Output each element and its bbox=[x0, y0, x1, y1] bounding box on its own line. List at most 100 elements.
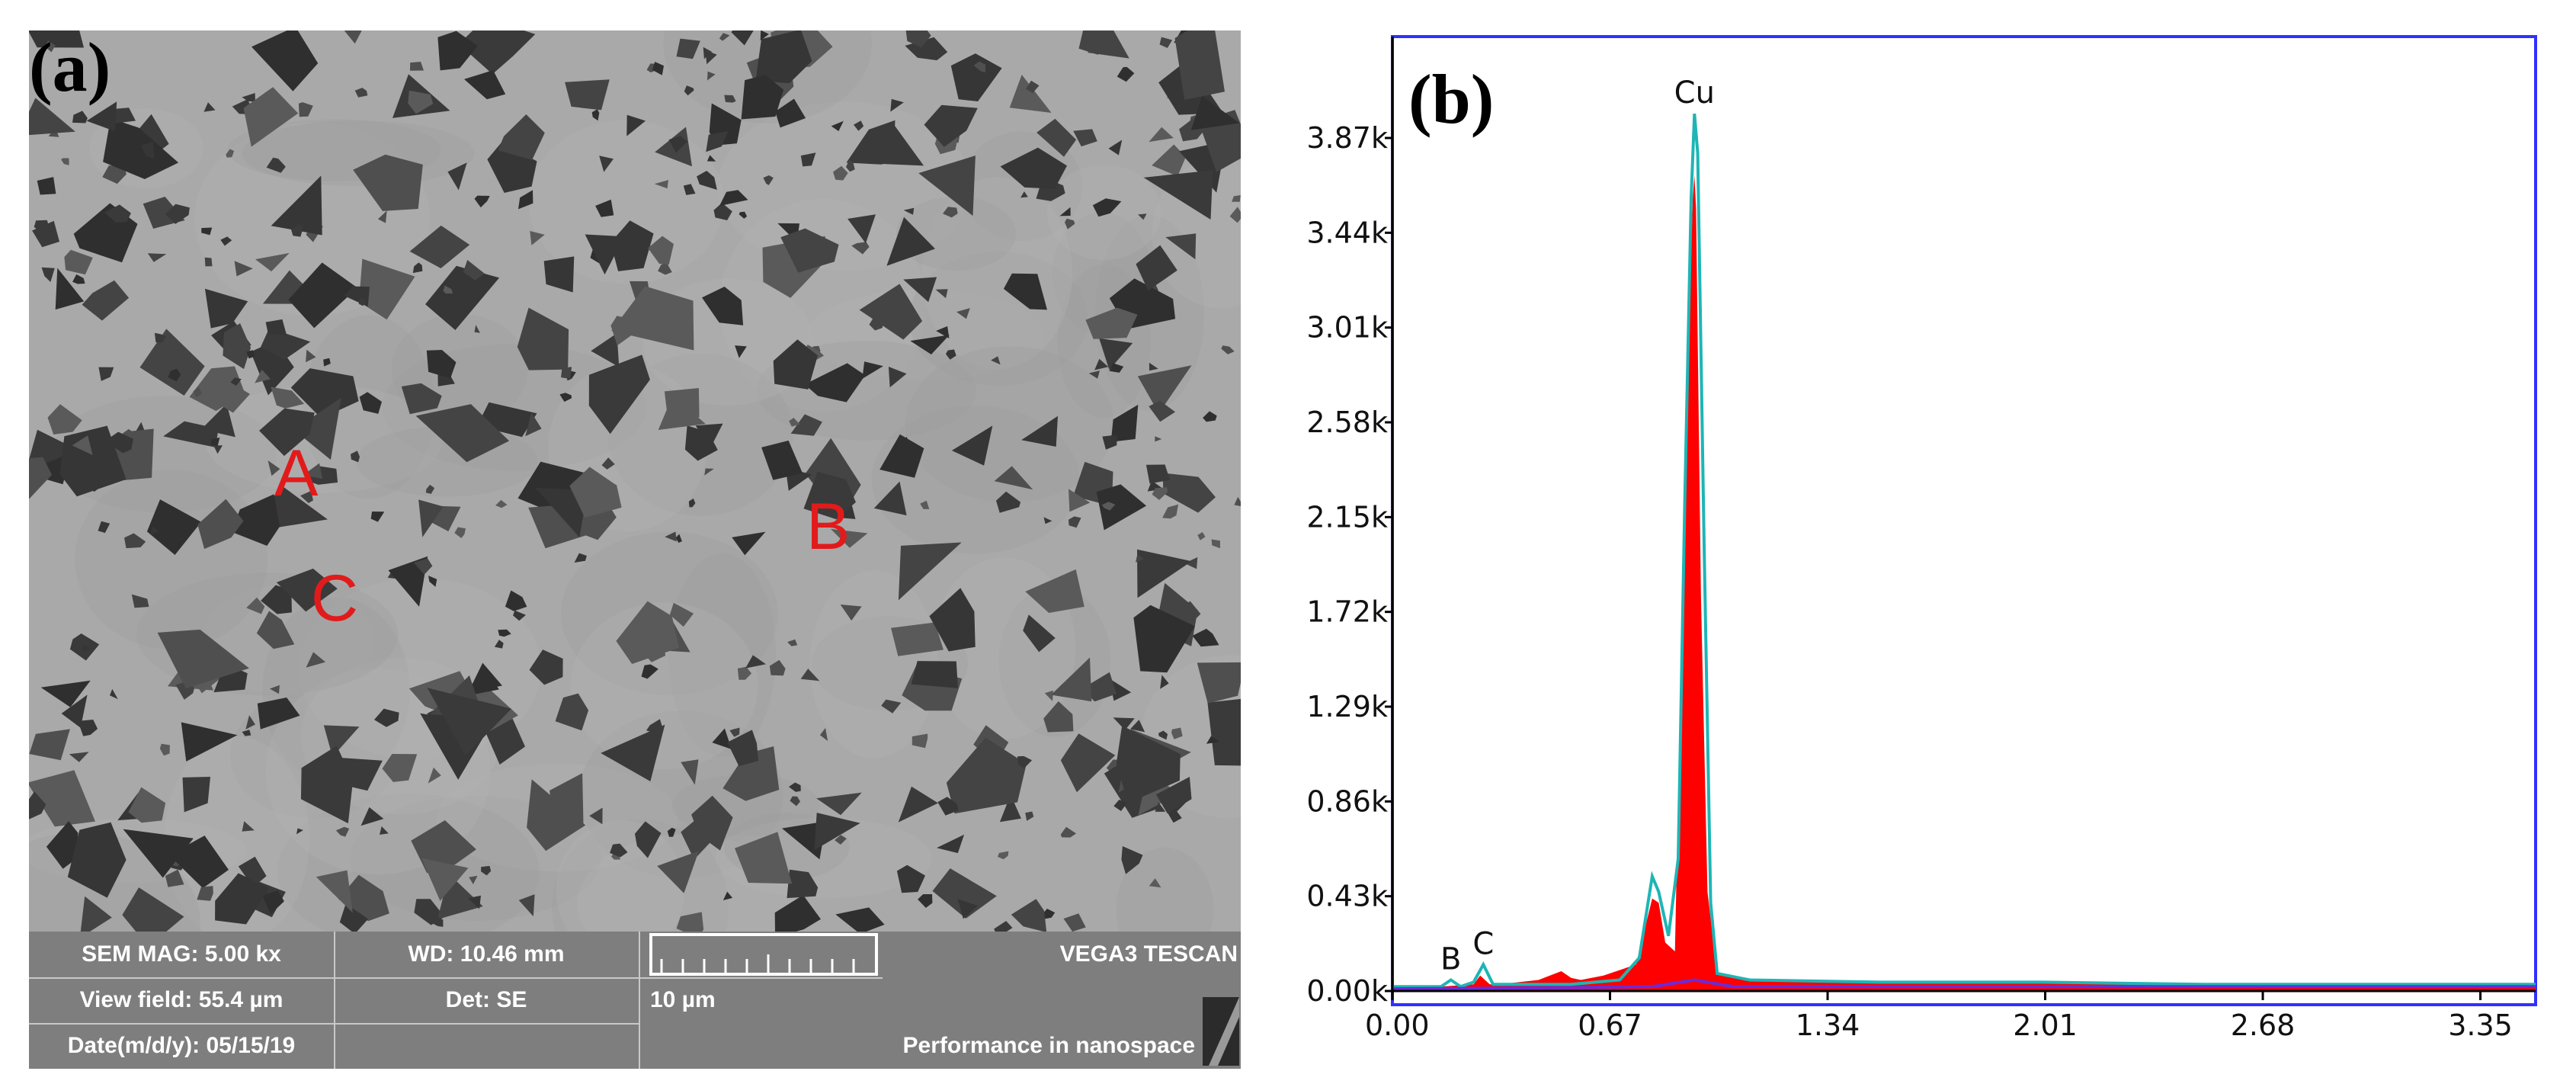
sem-particle bbox=[1206, 736, 1220, 744]
sem-particle bbox=[124, 533, 146, 549]
sem-particle bbox=[40, 680, 91, 707]
sem-particle bbox=[72, 274, 85, 284]
sem-particle bbox=[78, 720, 98, 736]
sem-particle bbox=[994, 921, 1013, 932]
sem-particle bbox=[268, 460, 280, 476]
sem-particle bbox=[82, 280, 130, 321]
sem-particle bbox=[1025, 569, 1085, 613]
sem-particle bbox=[338, 874, 389, 922]
sem-particle bbox=[296, 828, 303, 835]
sem-particle bbox=[323, 358, 331, 367]
sem-particle bbox=[410, 62, 424, 71]
sem-particle bbox=[380, 826, 389, 835]
sem-particle bbox=[1155, 802, 1166, 812]
sem-particle bbox=[466, 664, 499, 696]
sem-particle bbox=[1036, 118, 1077, 157]
sem-particle bbox=[1011, 899, 1047, 932]
sem-particle bbox=[789, 418, 800, 427]
sem-particle bbox=[181, 722, 238, 762]
sem-particle bbox=[1149, 400, 1175, 422]
sem-particle bbox=[447, 162, 467, 191]
sem-particle bbox=[518, 190, 533, 210]
sem-particle bbox=[306, 652, 326, 668]
sem-particle bbox=[912, 733, 928, 749]
sem-particle bbox=[648, 236, 674, 265]
sem-particle bbox=[745, 655, 766, 669]
sem-particle bbox=[574, 553, 587, 563]
sem-particle bbox=[898, 786, 938, 823]
sem-particle bbox=[937, 834, 965, 854]
panel-a-label: (a) bbox=[29, 28, 111, 106]
sem-particle bbox=[800, 669, 820, 682]
sem-particle bbox=[1025, 811, 1034, 821]
sem-particle bbox=[210, 437, 220, 446]
detector-text: Det: SE bbox=[445, 987, 527, 1012]
sem-particle bbox=[261, 328, 311, 360]
sem-particle bbox=[641, 664, 658, 679]
sem-particle bbox=[358, 297, 366, 306]
sem-particle bbox=[1068, 516, 1081, 528]
sem-particle bbox=[658, 261, 672, 275]
y-tick-label: 1.29k bbox=[1306, 690, 1388, 723]
sem-particle bbox=[658, 394, 706, 430]
sem-particle bbox=[951, 425, 993, 466]
sem-particle bbox=[262, 890, 284, 915]
sem-particle bbox=[1108, 140, 1123, 156]
sem-particle bbox=[819, 728, 828, 741]
sem-particle bbox=[1197, 662, 1241, 704]
sem-particle bbox=[1065, 218, 1075, 229]
sem-particle bbox=[1152, 487, 1168, 500]
sem-particle bbox=[1109, 678, 1132, 701]
sem-particle bbox=[168, 368, 181, 382]
sem-particle bbox=[252, 30, 319, 91]
sem-particle bbox=[29, 30, 84, 48]
sem-particle bbox=[306, 349, 316, 363]
plot-frame bbox=[1391, 35, 2537, 1006]
sem-particle bbox=[208, 380, 250, 413]
sem-particle bbox=[259, 408, 315, 457]
sem-particle bbox=[1149, 878, 1161, 888]
sem-particle bbox=[675, 534, 682, 544]
sem-particle bbox=[32, 220, 59, 248]
sem-particle bbox=[1020, 191, 1028, 198]
sem-particle bbox=[242, 730, 252, 736]
sem-particle bbox=[1234, 496, 1241, 507]
sem-particle bbox=[1136, 554, 1145, 563]
sem-particle bbox=[814, 813, 860, 851]
sem-particle bbox=[425, 484, 435, 494]
sem-particle bbox=[303, 463, 323, 479]
sem-particle bbox=[652, 62, 664, 75]
site-marker-b: B bbox=[806, 490, 851, 563]
sem-particle bbox=[246, 597, 265, 614]
sem-particle bbox=[425, 265, 500, 330]
sem-particle bbox=[245, 715, 255, 730]
sem-particle bbox=[565, 79, 610, 111]
sem-particle bbox=[1063, 913, 1086, 932]
sem-particle bbox=[741, 75, 784, 120]
sem-particle bbox=[111, 107, 136, 123]
sem-particle bbox=[782, 821, 827, 860]
sem-particle bbox=[859, 284, 923, 340]
sem-particle bbox=[421, 858, 469, 901]
sem-particle bbox=[498, 114, 545, 160]
sem-particle bbox=[1162, 473, 1216, 513]
sem-particle bbox=[46, 821, 78, 869]
sem-particle bbox=[335, 826, 350, 837]
sem-particle bbox=[29, 791, 46, 819]
sem-particle bbox=[339, 903, 368, 932]
sem-particle bbox=[994, 466, 1033, 490]
sem-particle bbox=[688, 498, 696, 508]
sem-particle bbox=[454, 527, 466, 538]
sem-particle bbox=[918, 156, 976, 216]
sem-particle bbox=[256, 611, 295, 649]
sem-particle bbox=[905, 30, 931, 48]
sem-particle bbox=[854, 120, 864, 131]
sem-particle bbox=[464, 70, 506, 100]
x-tick-label: 0.00 bbox=[1365, 1009, 1430, 1042]
sem-particle bbox=[418, 499, 444, 537]
sem-particle bbox=[704, 468, 714, 476]
sem-particle bbox=[197, 499, 244, 550]
sem-particle bbox=[1113, 800, 1127, 811]
sem-particle bbox=[610, 220, 654, 271]
sem-particle bbox=[999, 794, 1021, 823]
